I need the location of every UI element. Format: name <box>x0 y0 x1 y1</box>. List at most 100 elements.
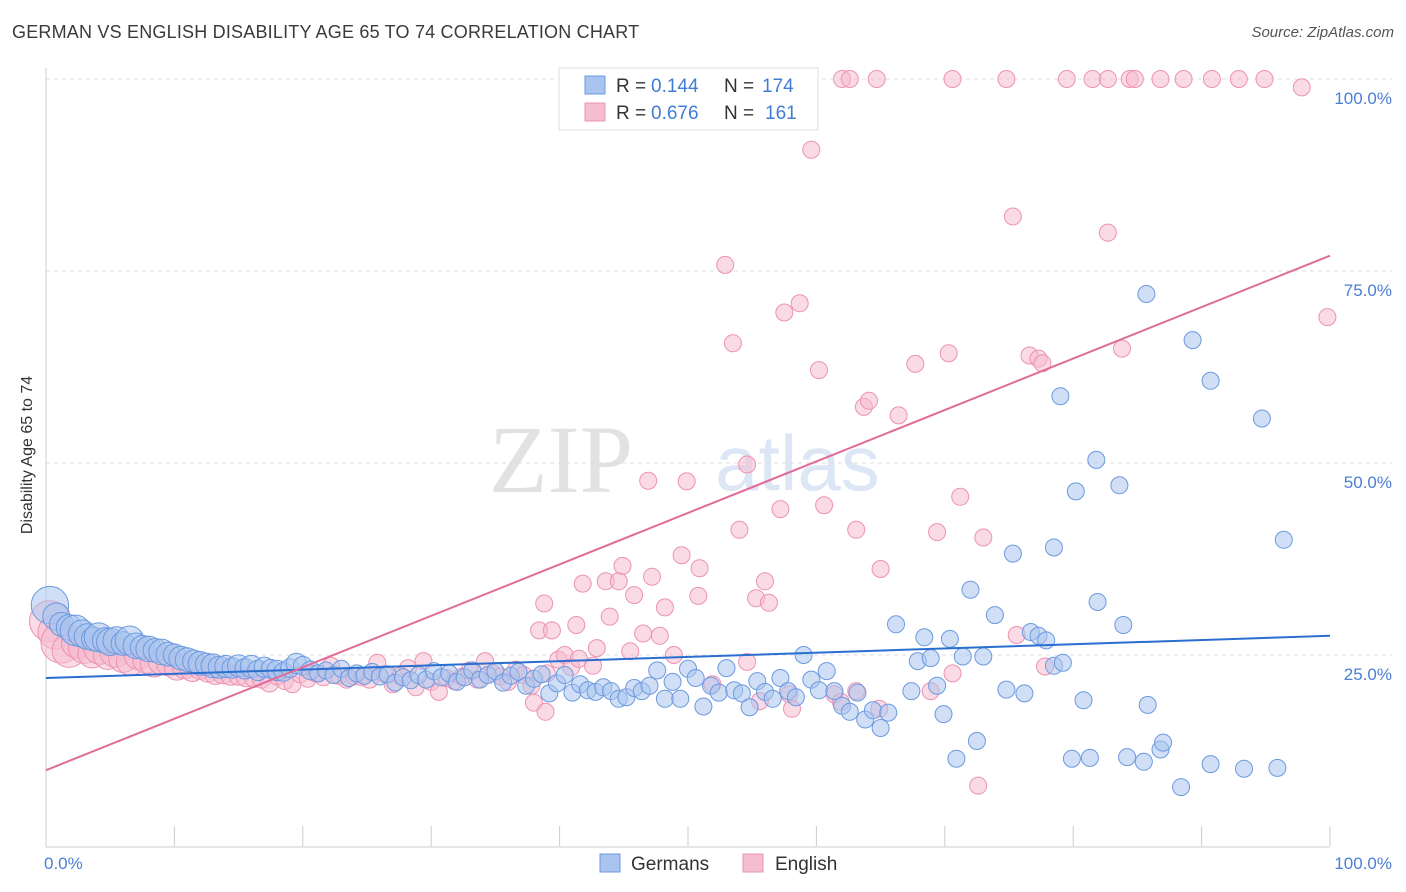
english-point <box>860 391 878 410</box>
english-bottom-label: English <box>775 854 837 875</box>
germans-r-value: 0.144 <box>651 76 699 97</box>
english-point <box>847 520 866 539</box>
english-point <box>573 574 592 593</box>
germans-point <box>953 647 972 666</box>
english-point <box>716 255 735 274</box>
english-point <box>775 303 794 322</box>
english-point <box>997 70 1016 88</box>
germans-point <box>732 684 751 703</box>
germans-point <box>640 676 659 695</box>
germans-point <box>1114 616 1133 634</box>
germans-point <box>1172 778 1191 797</box>
germans-point <box>648 661 667 680</box>
germans-point <box>694 697 713 716</box>
english-point <box>1083 70 1102 88</box>
germans-n-label: N = <box>724 76 754 97</box>
english-point <box>639 471 658 490</box>
english-point <box>542 621 561 640</box>
english-point <box>690 559 709 578</box>
english-point <box>621 642 640 661</box>
english-point <box>634 624 653 643</box>
germans-point <box>947 749 966 768</box>
english-point <box>1255 70 1274 88</box>
germans-point <box>887 615 905 634</box>
series-legend: Germans English <box>599 853 837 875</box>
germans-point <box>1201 371 1220 390</box>
y-tick-label: 100.0% <box>1334 89 1392 108</box>
germans-points <box>30 285 1293 797</box>
english-point <box>906 354 925 373</box>
english-point <box>609 572 628 591</box>
english-point <box>974 528 993 547</box>
germans-point <box>1274 530 1293 549</box>
english-point <box>1174 70 1193 88</box>
english-point <box>943 664 962 683</box>
germans-point <box>1051 387 1070 406</box>
germans-point <box>967 732 986 750</box>
germans-point <box>810 681 828 700</box>
english-points <box>29 70 1337 795</box>
english-r-value: 0.676 <box>651 103 699 124</box>
y-tick-label: 75.0% <box>1344 281 1392 300</box>
english-point <box>759 593 778 612</box>
english-point <box>730 520 749 539</box>
english-trend-line <box>45 254 1331 772</box>
english-point <box>969 776 988 795</box>
germans-bottom-label: Germans <box>631 854 709 875</box>
english-point <box>584 656 602 675</box>
english-point <box>1125 70 1144 88</box>
english-point <box>810 361 828 380</box>
english-point <box>650 626 669 645</box>
germans-trend-line <box>45 634 1331 680</box>
english-point <box>625 586 644 605</box>
germans-point <box>532 665 551 684</box>
english-point <box>677 472 696 491</box>
english-point <box>802 140 821 159</box>
x-tick-label-max: 100.0% <box>1334 854 1392 873</box>
germans-point <box>786 688 805 707</box>
germans-point <box>794 646 813 664</box>
germans-point <box>1053 653 1072 672</box>
english-point <box>600 607 619 626</box>
english-point <box>1292 78 1311 97</box>
germans-point <box>1062 749 1081 768</box>
germans-point <box>1268 758 1287 777</box>
english-point <box>738 455 757 474</box>
germans-point <box>686 669 705 687</box>
germans-point <box>1201 755 1220 774</box>
germans-point <box>1118 748 1137 767</box>
english-point <box>655 598 674 617</box>
gridlines <box>46 78 1392 656</box>
germans-point <box>985 606 1004 625</box>
trend-lines <box>45 254 1331 772</box>
english-point <box>951 487 970 506</box>
english-point <box>1003 207 1022 226</box>
english-point <box>1151 70 1170 88</box>
chart-title: GERMAN VS ENGLISH DISABILITY AGE 65 TO 7… <box>12 22 640 42</box>
germans-point <box>740 698 759 717</box>
english-point <box>771 500 790 519</box>
germans-point <box>1088 593 1107 611</box>
english-point <box>943 70 962 88</box>
germans-point <box>915 628 934 647</box>
germans-point <box>1252 409 1271 428</box>
watermark: ZIP atlas <box>489 406 880 513</box>
english-point <box>672 546 691 565</box>
germans-point <box>921 649 940 668</box>
germans-point <box>709 683 728 702</box>
english-point <box>723 334 742 353</box>
germans-point <box>961 580 980 599</box>
chart-source: Source: ZipAtlas.com <box>1251 24 1394 41</box>
english-point <box>867 70 886 88</box>
english-point <box>840 70 859 88</box>
germans-legend-swatch <box>584 75 606 95</box>
germans-point <box>655 689 674 708</box>
axes <box>45 68 1331 848</box>
english-point <box>928 523 947 542</box>
germans-point <box>997 680 1016 699</box>
english-point <box>1098 70 1117 88</box>
germans-n-value: 174 <box>762 76 794 97</box>
english-n-label: N = <box>724 103 754 124</box>
english-point <box>1229 70 1248 88</box>
